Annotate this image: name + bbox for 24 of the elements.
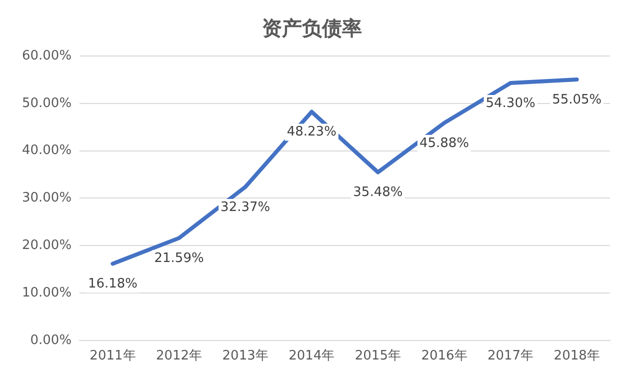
y-tick-label: 40.00% [22,143,72,158]
y-tick-label: 30.00% [22,190,72,206]
data-label: 45.88% [419,136,470,151]
x-tick-label: 2013年 [222,348,268,364]
y-tick-label: 0.00% [30,332,72,348]
x-tick-label: 2016年 [421,348,468,364]
data-label: 55.05% [552,92,602,108]
x-tick-label: 2012年 [156,348,202,364]
data-label: 32.37% [220,200,270,215]
x-tick-label: 2014年 [288,348,335,364]
y-tick-label: 60.00% [22,48,72,64]
y-tick-label: 20.00% [22,238,72,253]
data-label: 54.30% [486,96,536,111]
x-tick-label: 2011年 [90,348,136,364]
data-label: 21.59% [154,250,204,266]
data-label: 48.23% [286,124,336,140]
x-tick-label: 2015年 [354,348,401,364]
x-tick-label: 2017年 [487,348,534,364]
y-tick-label: 50.00% [22,96,72,111]
data-label: 35.48% [353,185,403,200]
chart-title: 资产负债率 [262,16,362,40]
x-tick-label: 2018年 [554,348,600,364]
data-label: 16.18% [88,276,138,292]
y-tick-label: 10.00% [22,285,72,300]
